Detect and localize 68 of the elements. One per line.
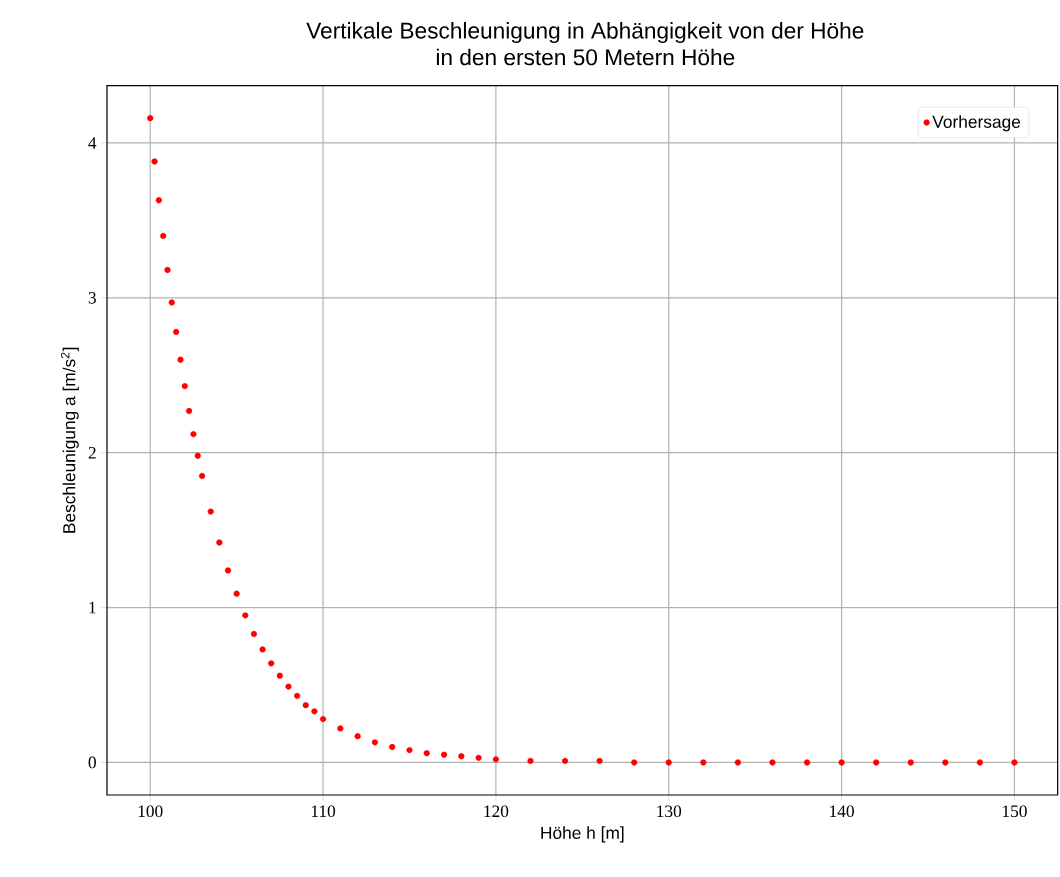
point (186, 407, 193, 414)
point (458, 753, 465, 760)
point (873, 759, 880, 766)
point (164, 266, 171, 274)
point (168, 299, 175, 306)
point (492, 756, 499, 763)
point (259, 646, 266, 653)
point (371, 739, 378, 746)
point (173, 328, 180, 335)
point (199, 472, 206, 480)
point (337, 725, 344, 732)
point (803, 759, 811, 766)
point (907, 759, 914, 766)
point (276, 672, 283, 679)
point (160, 232, 167, 239)
point (942, 759, 949, 766)
x-tick-label: 140 (830, 805, 854, 818)
point (190, 431, 197, 438)
point (302, 702, 309, 709)
x-tick-label: 120 (484, 805, 509, 818)
y-tick-label: 1 (89, 601, 96, 614)
point (181, 383, 188, 390)
point (631, 759, 638, 766)
point (561, 757, 569, 764)
point (233, 590, 240, 597)
x-tick-label: 130 (657, 805, 682, 818)
point (734, 759, 741, 766)
point (319, 716, 327, 723)
point (475, 754, 482, 761)
point (224, 567, 232, 574)
point (294, 692, 301, 699)
point (242, 612, 249, 619)
y-tick-label: 3 (88, 292, 96, 304)
point (311, 708, 318, 715)
point (285, 683, 292, 690)
point (700, 759, 707, 766)
point (147, 115, 154, 122)
point (194, 452, 201, 459)
point (440, 751, 448, 758)
point (769, 759, 776, 766)
x-tick-label: 150 (1002, 805, 1027, 818)
point (250, 630, 257, 637)
point (1011, 759, 1018, 766)
point (354, 733, 361, 740)
chart-title: Vertikale Beschleunigung in Abhängigkeit von der Höhe (306, 22, 864, 44)
point (389, 743, 396, 751)
y-tick-label: 2 (88, 446, 96, 459)
x-tick-label: 100 (138, 805, 163, 818)
point (838, 759, 845, 766)
x-axis-title: Höhe h [m] (541, 826, 624, 843)
point (151, 158, 158, 165)
x-tick-label: 110 (311, 805, 336, 818)
y-tick-label: 0 (88, 756, 96, 769)
point (423, 750, 430, 757)
chart-subtitle: in den ersten 50 Metern Höhe (436, 48, 735, 66)
point (268, 660, 275, 667)
point (207, 508, 214, 515)
y-axis-title: Beschleunigung a [m/s$^{2}$] (60, 347, 79, 533)
point (596, 757, 603, 764)
legend-label: Vorhersage (932, 115, 1021, 132)
point (406, 747, 413, 754)
point (216, 539, 223, 546)
point (665, 759, 672, 766)
point (527, 757, 534, 764)
point (976, 759, 983, 766)
point (177, 356, 184, 363)
point (155, 197, 162, 204)
y-tick-label: 4 (88, 137, 97, 149)
